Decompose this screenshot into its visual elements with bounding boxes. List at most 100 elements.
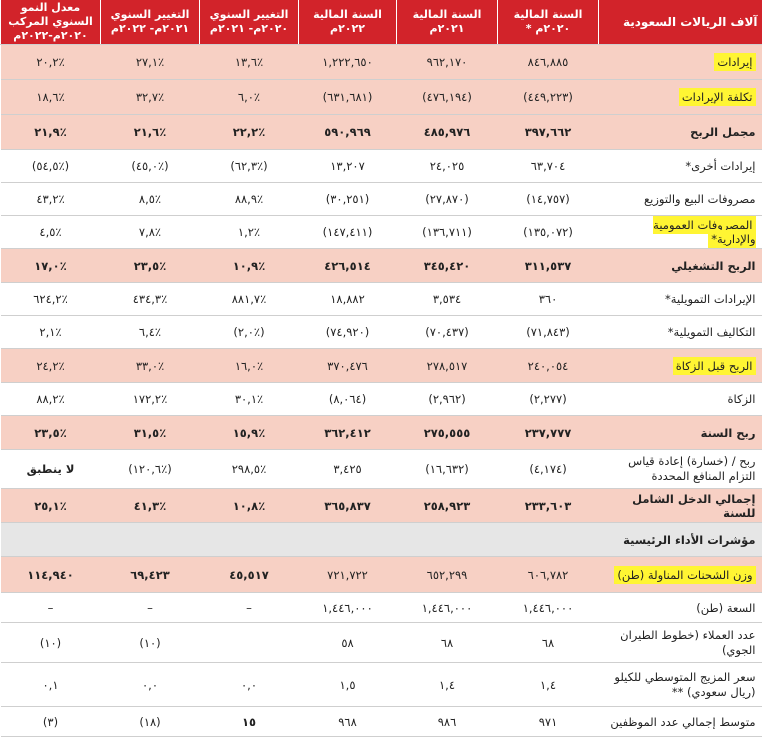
- cell-value: ٢٧٨,٥١٧: [396, 348, 498, 383]
- table-row: ربح السنة ٢٣٧,٧٧٧ ٢٧٥,٥٥٥ ٣٦٢,٤١٢ ١٥,٩٪ …: [0, 415, 762, 450]
- cell-value: (٤٧٦,١٩٤): [396, 79, 498, 115]
- cell-value: ١١٤,٩٤٠: [0, 556, 101, 593]
- cell-value: ٤١,٣٪: [100, 488, 200, 523]
- table-row: متوسط إجمالي عدد الموظفين ٩٧١ ٩٨٦ ٩٦٨ ١٥…: [0, 706, 762, 737]
- row-label: سعر المزيج المتوسطي للكيلو (ريال سعودي) …: [614, 669, 756, 699]
- cell-value: (٢٧,٨٧٠): [396, 182, 498, 216]
- cell-value: ٢٤,٢٪: [0, 348, 101, 383]
- cell-value: ٦٣,٧٠٤: [497, 149, 599, 183]
- cell-value: ٣٧٠,٤٧٦: [298, 348, 397, 383]
- cell-value: (٤٤٩,٢٢٣): [497, 79, 599, 115]
- cell-value: ٢٠,٢٪: [0, 44, 101, 80]
- cell-value: (١٦,٦٣٢): [396, 449, 498, 489]
- header-label-column: آلاف الريالات السعودية: [598, 0, 762, 45]
- cell-value: ٢٣,٥٪: [0, 415, 101, 450]
- cell-value: ١٦,٠٪: [199, 348, 299, 383]
- cell-value: ١٧,٠٪: [0, 248, 101, 283]
- cell-value: (٢,٠٪): [199, 315, 299, 349]
- row-label: الإيرادات التمويلية*: [598, 282, 762, 316]
- cell-value: ٢٢,٢٪: [199, 114, 299, 150]
- table-row: وزن الشحنات المناولة (طن) ٦٠٦,٧٨٢ ٦٥٢,٢٩…: [0, 556, 762, 593]
- cell-value: –: [100, 592, 200, 623]
- cell-value: ٨٤٦,٨٨٥: [497, 44, 599, 80]
- table-row: سعر المزيج المتوسطي للكيلو (ريال سعودي) …: [0, 662, 762, 707]
- cell-value: ٢١,٦٪: [100, 114, 200, 150]
- row-label: مصروفات البيع والتوزيع: [598, 182, 762, 216]
- cell-value: ٧٢١,٧٢٢: [298, 556, 397, 593]
- cell-value: ٩٨٦: [396, 706, 498, 737]
- cell-value: ٨٨,٢٪: [0, 382, 101, 416]
- cell-value: [199, 622, 299, 663]
- cell-value: ٣٠,١٪: [199, 382, 299, 416]
- row-label: الربح قبل الزكاة: [672, 356, 756, 375]
- cell-value: ٢٥,١٪: [0, 488, 101, 523]
- row-label: إيرادات: [714, 53, 756, 71]
- header-cagr: معدل النمو السنوي المركب ٢٠٢٠م-٢٠٢٢م: [0, 0, 101, 45]
- table-row: إجمالي الدخل الشامل للسنة ٢٣٣,٦٠٣ ٢٥٨,٩٢…: [0, 488, 762, 523]
- cell-value: ٦٢٤,٢٪: [0, 282, 101, 316]
- cell-value: (٨,٠٦٤): [298, 382, 397, 416]
- table-row: مجمل الربح ٣٩٧,٦٦٢ ٤٨٥,٩٧٦ ٥٩٠,٩٦٩ ٢٢,٢٪…: [0, 114, 762, 150]
- cell-value: (١٤,٧٥٧): [497, 182, 599, 216]
- cell-value: (٢,٩٦٢): [396, 382, 498, 416]
- cell-value: –: [0, 592, 101, 623]
- cell-value: ٢٤,٠٢٥: [396, 149, 498, 183]
- cell-value: ٤٢٦,٥١٤: [298, 248, 397, 283]
- cell-value: (٣٠,٢٥١): [298, 182, 397, 216]
- cell-value: –: [199, 592, 299, 623]
- row-label: عدد العملاء (خطوط الطيران الجوي): [620, 627, 756, 657]
- cell-value: (٢,٢٧٧): [497, 382, 599, 416]
- cell-value: ٤,٥٪: [0, 215, 101, 249]
- cell-value: ٢١,٩٪: [0, 114, 101, 150]
- cell-value: ٦٠٦,٧٨٢: [497, 556, 599, 593]
- cell-value: ٨,٥٪: [100, 182, 200, 216]
- cell-value: ٣٦٢,٤١٢: [298, 415, 397, 450]
- cell-value: (١٣٥,٠٧٢): [497, 215, 599, 249]
- cell-value: ٣٢,٧٪: [100, 79, 200, 115]
- cell-value: ١٠,٩٪: [199, 248, 299, 283]
- cell-value: ١,٤٤٦,٠٠٠: [497, 592, 599, 623]
- table-row: إيرادات أخرى* ٦٣,٧٠٤ ٢٤,٠٢٥ ١٣,٢٠٧ (٦٢,٣…: [0, 149, 762, 183]
- cell-value: ٢٥٨,٩٢٣: [396, 488, 498, 523]
- cell-value: ٣,٤٢٥: [298, 449, 397, 489]
- header-change-2021-2022: التغيير السنوي ٢٠٢١م- ٢٠٢٢م: [100, 0, 200, 45]
- cell-value: ١,٤٤٦,٠٠٠: [298, 592, 397, 623]
- row-label: وزن الشحنات المناولة (طن): [614, 565, 756, 584]
- table-row: السعة (طن) ١,٤٤٦,٠٠٠ ١,٤٤٦,٠٠٠ ١,٤٤٦,٠٠٠…: [0, 592, 762, 623]
- row-label: مجمل الربح: [598, 114, 762, 150]
- cell-value: ٣,٥٣٤: [396, 282, 498, 316]
- table-row: عدد العملاء (خطوط الطيران الجوي) ٦٨ ٦٨ ٥…: [0, 622, 762, 663]
- cell-value: (٧٠,٤٣٧): [396, 315, 498, 349]
- cell-value: (١٨): [100, 706, 200, 737]
- table-row: إيرادات ٨٤٦,٨٨٥ ٩٦٢,١٧٠ ١,٢٢٢,٦٥٠ ١٣,٦٪ …: [0, 44, 762, 80]
- cell-value: ٩٧١: [497, 706, 599, 737]
- cell-value: ٥٨: [298, 622, 397, 663]
- cell-value: ١,٤٤٦,٠٠٠: [396, 592, 498, 623]
- cell-value: ١٥,٩٪: [199, 415, 299, 450]
- cell-value: ٣٤٥,٤٢٠: [396, 248, 498, 283]
- cell-value: ٣٦٠: [497, 282, 599, 316]
- row-label: متوسط إجمالي عدد الموظفين: [598, 706, 762, 737]
- table-row: التكاليف التمويلية* (٧١,٨٤٣) (٧٠,٤٣٧) (٧…: [0, 315, 762, 349]
- header-fy2020: السنة المالية ٢٠٢٠م *: [497, 0, 599, 45]
- cell-value: ٦,٤٪: [100, 315, 200, 349]
- table-row: المصروفات العمومية والإدارية* (١٣٥,٠٧٢) …: [0, 215, 762, 249]
- cell-value: ٣٣,٠٪: [100, 348, 200, 383]
- cell-value: (٦٢,٣٪): [199, 149, 299, 183]
- cell-value: ٣٩٧,٦٦٢: [497, 114, 599, 150]
- cell-value: ٣٦٥,٨٣٧: [298, 488, 397, 523]
- cell-value: (١٠): [100, 622, 200, 663]
- cell-value: ١٨,٦٪: [0, 79, 101, 115]
- cell-value: ٤٣,٢٪: [0, 182, 101, 216]
- cell-value: ١,٤: [497, 662, 599, 707]
- cell-value: ٨٨,٩٪: [199, 182, 299, 216]
- cell-value: ١٣,٦٪: [199, 44, 299, 80]
- cell-value: (٤,١٧٤): [497, 449, 599, 489]
- cell-value: ٢٩٨,٥٪: [199, 449, 299, 489]
- cell-value: ٩٦٢,١٧٠: [396, 44, 498, 80]
- cell-value: ٢,١٪: [0, 315, 101, 349]
- cell-value: (٦٣١,٦٨١): [298, 79, 397, 115]
- table-row: الزكاة (٢,٢٧٧) (٢,٩٦٢) (٨,٠٦٤) ٣٠,١٪ ١٧٢…: [0, 382, 762, 416]
